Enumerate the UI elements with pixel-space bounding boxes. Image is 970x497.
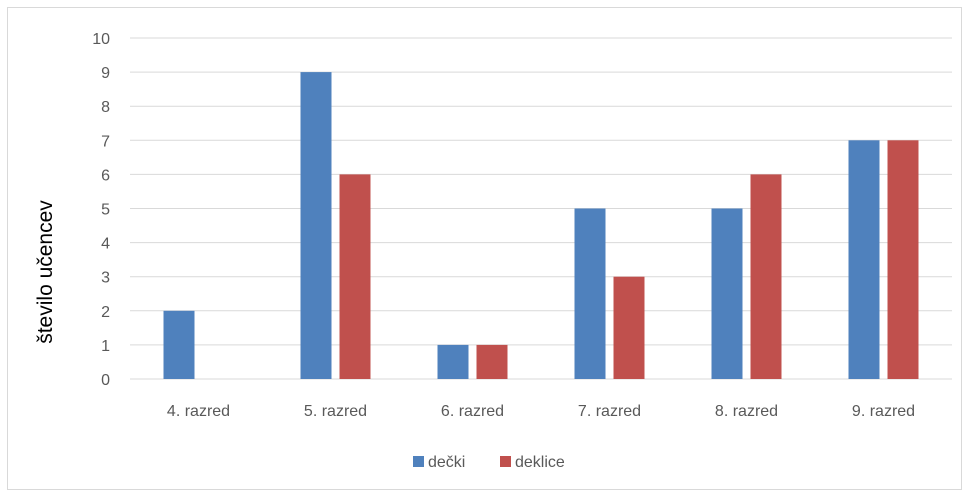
legend-label: deklice bbox=[515, 454, 565, 471]
bar-decki bbox=[163, 310, 195, 379]
bar-deklice bbox=[339, 174, 371, 379]
x-tick-label: 8. razred bbox=[715, 403, 778, 420]
x-axis-ticks: 4. razred 5. razred 6. razred 7. razred 8. r… bbox=[167, 403, 915, 420]
bar-decki bbox=[437, 344, 469, 379]
gridlines bbox=[130, 37, 952, 380]
bar-decki bbox=[848, 140, 880, 379]
y-tick-label: 9 bbox=[101, 65, 110, 82]
y-tick-label: 5 bbox=[101, 202, 110, 219]
x-tick-label: 7. razred bbox=[578, 403, 641, 420]
y-tick-label: 8 bbox=[101, 99, 110, 116]
bar-deklice bbox=[476, 344, 508, 379]
y-axis-ticks: 0 1 2 3 4 5 6 7 8 9 10 bbox=[92, 31, 110, 389]
x-tick-label: 9. razred bbox=[852, 403, 915, 420]
bars bbox=[163, 72, 919, 379]
y-tick-label: 10 bbox=[92, 31, 110, 48]
bar-decki bbox=[711, 208, 743, 379]
bar-deklice bbox=[887, 140, 919, 379]
y-tick-label: 2 bbox=[101, 304, 110, 321]
legend-swatch bbox=[413, 456, 424, 467]
x-tick-label: 6. razred bbox=[441, 403, 504, 420]
y-tick-label: 4 bbox=[101, 236, 110, 253]
y-tick-label: 0 bbox=[101, 372, 110, 389]
bar-deklice bbox=[613, 276, 645, 379]
y-tick-label: 6 bbox=[101, 167, 110, 184]
y-axis-title: število učencev bbox=[34, 200, 57, 344]
legend: dečki deklice bbox=[413, 454, 565, 471]
y-tick-label: 7 bbox=[101, 133, 110, 150]
x-tick-label: 4. razred bbox=[167, 403, 230, 420]
legend-label: dečki bbox=[428, 454, 465, 471]
bar-decki bbox=[574, 208, 606, 379]
bar-deklice bbox=[750, 174, 782, 379]
x-tick-label: 5. razred bbox=[304, 403, 367, 420]
bar-decki bbox=[300, 72, 332, 379]
chart-frame bbox=[7, 7, 962, 490]
y-tick-label: 3 bbox=[101, 270, 110, 287]
y-tick-label: 1 bbox=[101, 338, 110, 355]
legend-swatch bbox=[500, 456, 511, 467]
